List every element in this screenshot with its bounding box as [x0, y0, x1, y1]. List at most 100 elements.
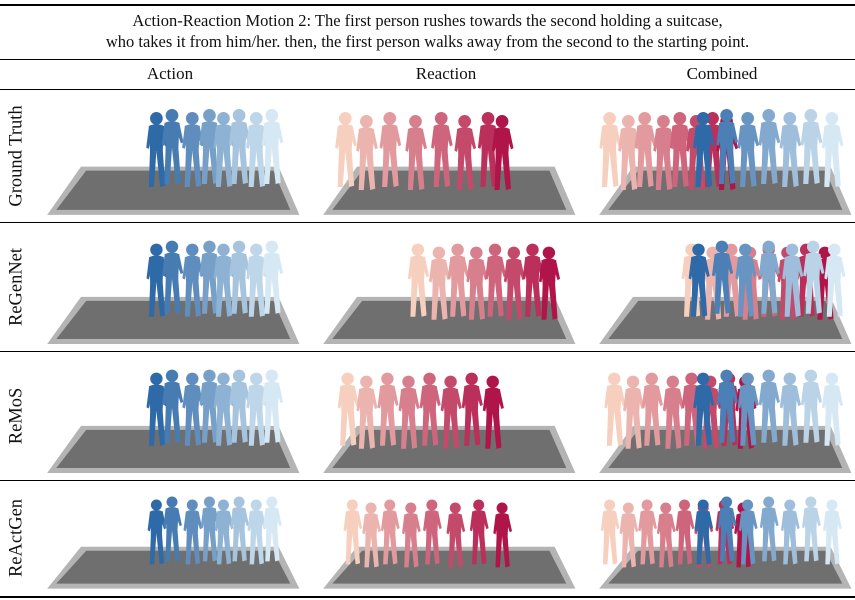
human-figure: [183, 499, 203, 565]
human-figure: [717, 496, 737, 562]
human-figure: [147, 499, 167, 565]
header-rule: [0, 89, 855, 90]
human-figure: [653, 115, 675, 190]
render-canvas: [47, 369, 300, 474]
human-figure: [641, 372, 663, 446]
human-figure: [669, 112, 692, 187]
human-figure: [431, 112, 453, 187]
human-figure: [182, 112, 204, 187]
row-label-text: Ground Truth: [6, 105, 27, 207]
human-figure: [662, 375, 684, 449]
human-figure: [599, 112, 622, 187]
render-canvas: [323, 372, 576, 474]
panel-regennet-reaction: [318, 225, 578, 349]
human-figure: [162, 369, 184, 443]
human-figure: [199, 240, 221, 314]
column-header-reaction: Reaction: [415, 64, 477, 83]
human-figure: [604, 372, 626, 446]
human-figure: [779, 112, 802, 187]
human-figure: [759, 496, 779, 562]
human-figure: [146, 112, 168, 187]
human-figure: [335, 112, 357, 187]
human-figure: [362, 502, 381, 568]
human-figure: [469, 499, 489, 565]
human-figure: [199, 369, 221, 443]
render-canvas: [47, 240, 300, 345]
human-figure: [380, 499, 400, 565]
human-figure: [693, 372, 715, 446]
caption-line-2: who takes it from him/her. then, the fir…: [105, 32, 750, 51]
human-figure: [146, 372, 168, 446]
human-figure: [337, 372, 359, 446]
row-rule-3: [0, 480, 855, 481]
human-figure: [261, 109, 284, 184]
human-figure: [716, 109, 739, 184]
human-figure: [758, 369, 780, 443]
human-figure: [618, 115, 640, 190]
render-canvas: [323, 112, 576, 215]
floor: [56, 550, 291, 584]
human-figure: [379, 112, 402, 187]
human-figure: [493, 502, 512, 568]
panel-remos-reaction: [318, 354, 578, 478]
human-figure: [485, 243, 507, 317]
floor: [56, 300, 291, 340]
human-figure: [823, 499, 842, 565]
human-figure: [447, 243, 469, 317]
human-figure: [802, 496, 821, 562]
human-figure: [675, 499, 695, 565]
human-figure: [634, 112, 657, 187]
floor: [56, 429, 291, 469]
human-figure: [693, 112, 715, 187]
human-figure: [199, 109, 221, 184]
human-figure: [800, 369, 822, 443]
row-label-regennet: ReGenNet: [0, 224, 34, 349]
human-figure: [716, 369, 738, 443]
human-figure: [423, 499, 442, 565]
human-figure: [229, 240, 251, 314]
top-rule: [0, 4, 855, 6]
render-canvas: [599, 496, 852, 589]
human-figure: [162, 240, 184, 314]
human-figure: [428, 246, 451, 320]
human-figure: [461, 372, 483, 446]
human-figure: [619, 502, 639, 568]
human-figure: [758, 109, 781, 184]
human-figure: [228, 109, 251, 184]
human-figure: [758, 240, 780, 314]
column-headers: Action Reaction Combined: [0, 64, 855, 86]
human-figure: [377, 372, 399, 446]
row-rule-2: [0, 351, 855, 352]
render-canvas: [323, 499, 576, 589]
human-figure: [246, 372, 268, 446]
row-rule-1: [0, 222, 855, 223]
panel-remos-combined: [594, 354, 854, 478]
human-figure: [261, 369, 283, 443]
human-figure: [491, 115, 514, 190]
panel-reactgen-reaction: [318, 483, 578, 593]
panel-remos-action: [42, 354, 302, 478]
human-figure: [803, 240, 825, 314]
row-label-text: ReMoS: [6, 387, 27, 444]
human-figure: [230, 496, 249, 562]
panel-reactgen-action: [42, 483, 302, 593]
floor: [56, 170, 291, 210]
human-figure: [405, 115, 427, 190]
human-figure: [402, 502, 421, 568]
human-figure: [538, 246, 561, 320]
render-canvas: [599, 240, 852, 345]
caption-rule: [0, 59, 855, 60]
floor: [332, 429, 567, 469]
human-figure: [356, 375, 378, 449]
panel-ground-truth-action: [42, 93, 302, 220]
human-figure: [454, 115, 477, 190]
human-figure: [688, 243, 710, 317]
human-figure: [440, 375, 462, 449]
panel-reactgen-combined: [594, 483, 854, 593]
human-figure: [780, 499, 800, 565]
human-figure: [343, 499, 363, 565]
human-figure: [261, 240, 283, 314]
panel-regennet-action: [42, 225, 302, 349]
human-figure: [446, 502, 466, 568]
human-figure: [407, 243, 429, 317]
